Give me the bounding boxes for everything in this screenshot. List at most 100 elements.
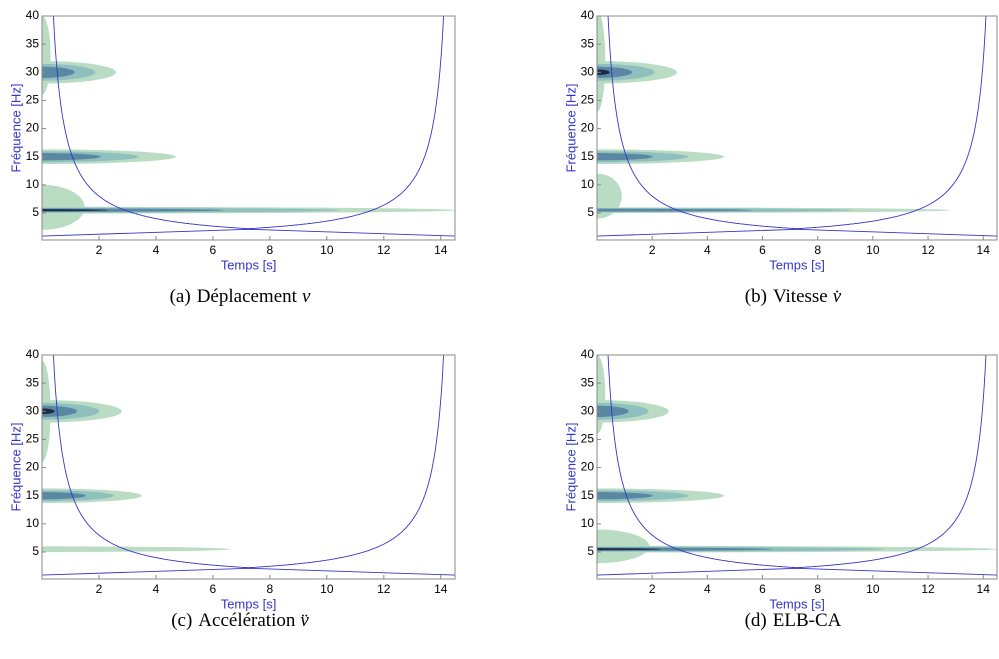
plot-bg	[42, 16, 455, 240]
plot-area	[42, 355, 455, 579]
y-axis-label: Fréquence [Hz]	[8, 84, 23, 173]
caption-text: Accélération	[198, 610, 296, 631]
contour-level	[42, 546, 230, 552]
x-tick-label: 6	[210, 582, 217, 596]
contour-level	[42, 208, 224, 212]
y-tick-label: 40	[581, 347, 595, 361]
contour-level	[597, 492, 653, 500]
y-tick-label: 10	[581, 177, 595, 191]
y-axis-label: Fréquence [Hz]	[563, 423, 578, 512]
x-tick-label: 2	[96, 243, 103, 257]
y-tick-label: 20	[26, 121, 40, 135]
x-axis-label: Temps [s]	[769, 596, 825, 611]
y-tick-label: 35	[26, 36, 40, 50]
contour-level	[42, 209, 109, 212]
y-tick-label: 25	[581, 432, 595, 446]
panel: 2 4 6 8 10 12 14 5 10 15 20 25 30 35 40 Temps [s] Fréque…	[563, 347, 998, 631]
plot-bg	[42, 355, 455, 579]
coi-curve	[607, 355, 987, 569]
y-tick-label: 40	[26, 347, 40, 361]
y-tick-label: 15	[26, 149, 40, 163]
contour-level	[42, 492, 86, 500]
x-tick-label: 12	[377, 582, 391, 596]
y-axis-label: Fréquence [Hz]	[563, 84, 578, 173]
y-tick-label: 25	[26, 93, 40, 107]
x-axis-label: Temps [s]	[769, 257, 825, 272]
y-tick-label: 15	[581, 149, 595, 163]
y-tick-label: 5	[32, 205, 39, 219]
x-tick-label: 2	[96, 582, 103, 596]
caption-text: ELB-CA	[773, 610, 842, 631]
y-tick-label: 5	[587, 544, 594, 558]
y-tick-label: 35	[26, 375, 40, 389]
x-tick-label: 4	[704, 582, 711, 596]
coi-curve	[52, 355, 445, 569]
contour-level	[597, 69, 610, 76]
contour-level	[597, 548, 661, 551]
x-tick-label: 12	[921, 243, 935, 257]
y-tick-label: 40	[581, 8, 595, 22]
x-tick-label: 10	[866, 243, 880, 257]
x-tick-label: 4	[704, 243, 711, 257]
coi-floor	[597, 228, 997, 237]
coi-curve	[52, 16, 445, 230]
x-tick-label: 6	[759, 243, 766, 257]
caption: (c) Accélération v̈	[171, 610, 309, 631]
contour-level	[42, 153, 101, 161]
plot-area	[597, 355, 997, 579]
coi-floor	[42, 228, 455, 237]
y-tick-label: 35	[581, 36, 595, 50]
x-tick-label: 8	[267, 243, 274, 257]
caption-symbol: v̈	[300, 610, 309, 631]
contour-level	[42, 66, 75, 78]
x-tick-label: 2	[649, 243, 656, 257]
plot-frame	[596, 15, 998, 241]
plot-frame	[41, 15, 456, 241]
x-tick-label: 8	[267, 582, 274, 596]
plot-bg	[597, 355, 997, 579]
y-tick-label: 35	[581, 375, 595, 389]
x-tick-label: 8	[814, 243, 821, 257]
contour-level	[597, 66, 633, 78]
x-tick-label: 4	[153, 582, 160, 596]
y-tick-label: 30	[581, 64, 595, 78]
coi-curve	[607, 16, 987, 230]
x-tick-label: 14	[434, 243, 448, 257]
caption-label: (a)	[170, 286, 191, 307]
x-tick-label: 12	[377, 243, 391, 257]
contour-level	[597, 405, 629, 417]
y-tick-label: 10	[581, 516, 595, 530]
x-tick-label: 10	[320, 582, 334, 596]
x-tick-label: 12	[921, 582, 935, 596]
plot-area	[42, 16, 455, 240]
y-tick-label: 30	[26, 64, 40, 78]
y-tick-label: 25	[26, 432, 40, 446]
x-tick-label: 14	[434, 582, 448, 596]
y-tick-label: 30	[26, 403, 40, 417]
x-tick-label: 14	[977, 243, 991, 257]
x-tick-label: 4	[153, 243, 160, 257]
contour-level	[42, 405, 78, 417]
y-tick-label: 20	[581, 121, 595, 135]
y-tick-label: 10	[26, 516, 40, 530]
y-tick-label: 20	[26, 460, 40, 474]
caption: (b) Vitesse v̇	[745, 286, 842, 307]
y-tick-label: 40	[26, 8, 40, 22]
coi-floor	[42, 567, 455, 576]
x-axis-label: Temps [s]	[221, 257, 277, 272]
panel: 2 4 6 8 10 12 14 5 10 15 20 25 30 35 40 Temps [s] Fréque…	[8, 8, 456, 307]
panel: 2 4 6 8 10 12 14 5 10 15 20 25 30 35 40 Temps [s] Fréque…	[563, 8, 998, 307]
caption: (a) Déplacement v	[170, 286, 311, 307]
x-axis-label: Temps [s]	[221, 596, 277, 611]
caption-label: (d)	[745, 610, 767, 631]
y-tick-label: 5	[32, 544, 39, 558]
contour-level	[597, 173, 622, 219]
contour-level	[42, 408, 55, 415]
y-tick-label: 5	[587, 205, 594, 219]
x-tick-label: 10	[866, 582, 880, 596]
y-tick-label: 25	[581, 93, 595, 107]
x-tick-label: 6	[210, 243, 217, 257]
plot-area	[597, 16, 997, 240]
y-axis-label: Fréquence [Hz]	[8, 423, 23, 512]
